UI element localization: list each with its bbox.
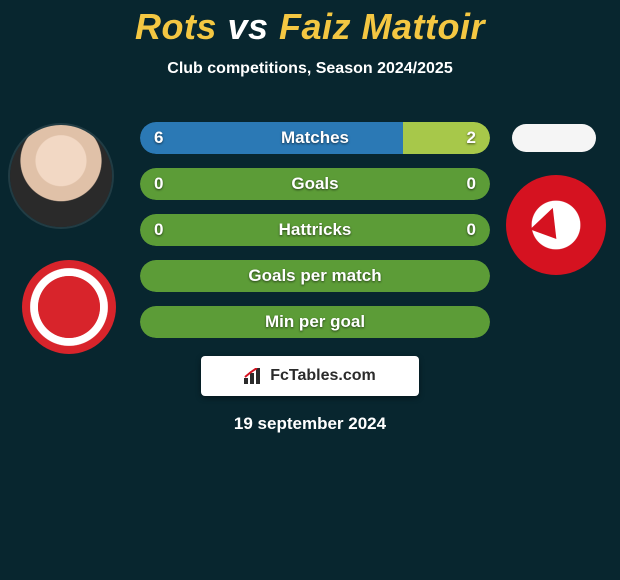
player1-name: Rots: [135, 6, 217, 47]
source-brand: FcTables.com: [270, 367, 376, 385]
stat-row: 00Hattricks: [140, 214, 490, 246]
stat-row: Goals per match: [140, 260, 490, 292]
bars-icon: [244, 368, 264, 384]
stat-label: Goals: [140, 168, 490, 200]
subtitle: Club competitions, Season 2024/2025: [0, 60, 620, 78]
stat-row: Min per goal: [140, 306, 490, 338]
stat-label: Matches: [140, 122, 490, 154]
stat-row: 00Goals: [140, 168, 490, 200]
player1-avatar: [10, 125, 112, 227]
player2-name: Faiz Mattoir: [279, 6, 485, 47]
stats-bars: 62Matches 00Goals 00Hattricks Goals per mat…: [140, 122, 490, 352]
stat-label: Goals per match: [140, 260, 490, 292]
player2-avatar: [512, 124, 596, 152]
vs-text: vs: [227, 6, 268, 47]
source-badge: FcTables.com: [201, 356, 419, 396]
stat-label: Hattricks: [140, 214, 490, 246]
footer-date: 19 september 2024: [0, 414, 620, 434]
stat-row: 62Matches: [140, 122, 490, 154]
stat-label: Min per goal: [140, 306, 490, 338]
player2-club-badge: [506, 175, 606, 275]
player1-club-badge: [22, 260, 116, 354]
comparison-title: Rots vs Faiz Mattoir: [0, 0, 620, 48]
